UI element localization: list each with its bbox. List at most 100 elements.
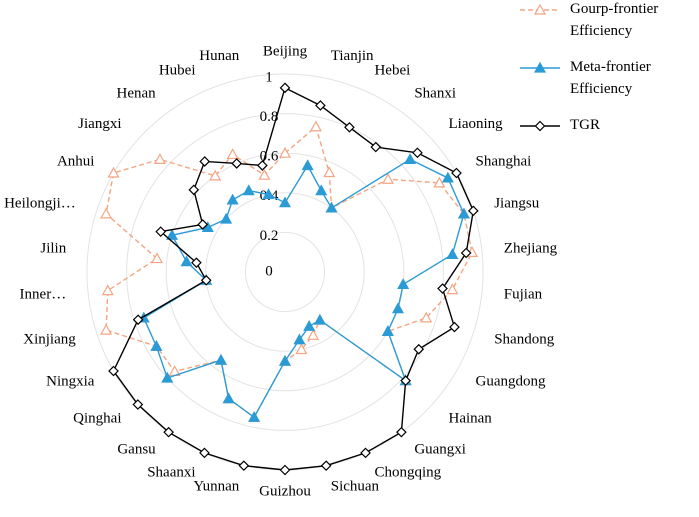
legend-label: Gourp-frontier Efficiency bbox=[570, 1, 658, 39]
marker bbox=[315, 100, 326, 111]
axis-label: Inner… bbox=[20, 286, 67, 302]
legend-label: TGR bbox=[570, 117, 600, 133]
axis-label: Heilongji… bbox=[4, 195, 76, 211]
legend-label: Meta-frontier Efficiency bbox=[570, 59, 651, 97]
axis-label: Shandong bbox=[494, 331, 555, 347]
axis-label: Henan bbox=[117, 85, 157, 101]
marker bbox=[214, 353, 228, 365]
axis-label: Sichuan bbox=[331, 479, 380, 495]
marker bbox=[153, 153, 166, 164]
marker bbox=[293, 333, 306, 345]
marker bbox=[446, 248, 459, 260]
marker bbox=[309, 120, 322, 132]
axis-label: Hebei bbox=[374, 62, 410, 78]
grid-circle bbox=[126, 113, 444, 431]
marker bbox=[209, 169, 222, 181]
axis-label: Xinjiang bbox=[23, 331, 76, 347]
marker bbox=[313, 313, 326, 325]
r-tick-label: 0 bbox=[265, 263, 273, 279]
marker bbox=[533, 3, 547, 15]
marker bbox=[278, 146, 292, 158]
grid-circle bbox=[205, 192, 365, 352]
marker bbox=[226, 148, 239, 160]
axis-label: Fujian bbox=[504, 286, 543, 302]
marker bbox=[320, 460, 332, 472]
axis-label: Zhejiang bbox=[504, 240, 558, 256]
marker bbox=[248, 411, 261, 422]
axis-label: Qinghai bbox=[73, 411, 121, 427]
marker bbox=[279, 82, 291, 94]
marker bbox=[413, 343, 425, 355]
marker bbox=[315, 184, 328, 196]
marker bbox=[303, 320, 316, 331]
marker bbox=[437, 283, 448, 294]
marker bbox=[155, 226, 167, 237]
axis-label: Chongqing bbox=[374, 464, 441, 480]
marker bbox=[534, 120, 546, 132]
marker bbox=[150, 340, 163, 351]
marker bbox=[301, 159, 314, 171]
r-tick-label: 1 bbox=[265, 69, 273, 85]
marker bbox=[100, 323, 113, 335]
marker bbox=[191, 257, 202, 269]
axis-label: Shanxi bbox=[414, 85, 456, 101]
marker bbox=[323, 166, 336, 178]
marker bbox=[257, 160, 268, 171]
marker bbox=[165, 229, 179, 240]
marker bbox=[400, 375, 412, 386]
axis-label: Shaanxi bbox=[147, 464, 195, 480]
grid-circle bbox=[244, 231, 326, 313]
marker bbox=[381, 173, 395, 184]
marker bbox=[161, 371, 174, 383]
marker bbox=[197, 219, 209, 230]
axis-label: Liaoning bbox=[448, 116, 503, 132]
marker bbox=[238, 460, 250, 472]
marker bbox=[307, 329, 320, 340]
marker bbox=[370, 141, 382, 153]
axis-label: Anhui bbox=[57, 153, 95, 169]
axis-label: Beijing bbox=[263, 43, 308, 59]
marker bbox=[396, 426, 407, 438]
axis-label: Guangdong bbox=[476, 373, 546, 389]
axis-label: Jilin bbox=[40, 240, 66, 256]
series-line bbox=[105, 125, 473, 419]
marker bbox=[180, 255, 193, 267]
axis-label: Guizhou bbox=[259, 483, 311, 499]
marker bbox=[108, 365, 119, 377]
marker bbox=[258, 168, 271, 180]
marker bbox=[262, 188, 275, 200]
marker bbox=[132, 399, 144, 410]
marker bbox=[433, 176, 446, 188]
marker bbox=[231, 158, 243, 169]
marker bbox=[441, 171, 454, 183]
marker bbox=[420, 311, 433, 323]
marker bbox=[412, 147, 423, 159]
axis-label: Gansu bbox=[117, 441, 156, 457]
marker bbox=[381, 325, 394, 336]
marker bbox=[199, 156, 211, 167]
marker bbox=[279, 464, 291, 476]
marker bbox=[278, 354, 292, 366]
marker bbox=[460, 247, 472, 259]
marker bbox=[226, 193, 239, 205]
marker bbox=[446, 283, 459, 295]
axis-label: Ningxia bbox=[46, 373, 95, 389]
axis-label: Shanghai bbox=[476, 153, 532, 169]
marker bbox=[220, 212, 233, 224]
marker bbox=[242, 184, 255, 196]
marker bbox=[360, 447, 371, 459]
marker bbox=[449, 321, 460, 333]
axis-label: Tianjin bbox=[331, 48, 374, 64]
marker bbox=[391, 302, 405, 314]
r-tick-label: 0.8 bbox=[260, 109, 279, 125]
marker bbox=[163, 426, 174, 438]
axis-label: Hubei bbox=[159, 62, 196, 78]
axis-label: Jiangsu bbox=[494, 195, 540, 211]
marker bbox=[101, 284, 114, 296]
marker bbox=[533, 61, 547, 73]
r-tick-label: 0.2 bbox=[260, 228, 279, 244]
marker bbox=[344, 121, 355, 133]
marker bbox=[325, 201, 338, 213]
axis-label: Jiangxi bbox=[78, 116, 121, 132]
